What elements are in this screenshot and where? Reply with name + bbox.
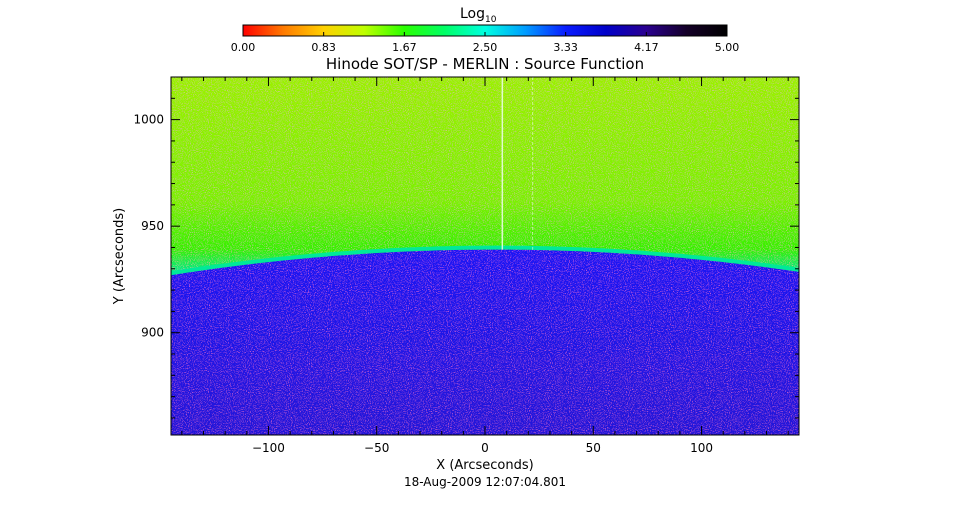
y-tick-label: 1000 <box>133 113 164 127</box>
artifact-lines <box>501 77 534 250</box>
plot-area <box>171 77 799 435</box>
x-tick-label: −50 <box>364 441 389 455</box>
x-tick-label: 50 <box>586 441 601 455</box>
colorbar-tick-label: 4.17 <box>634 41 659 54</box>
colorbar-tick-label: 5.00 <box>715 41 740 54</box>
colorbar-tick-label: 1.67 <box>392 41 417 54</box>
on-disk-region <box>171 249 799 435</box>
limb-band <box>171 245 799 276</box>
x-axis-label: X (Arcseconds) <box>436 458 533 473</box>
colorbar-tick-label: 0.83 <box>311 41 336 54</box>
y-tick-label: 950 <box>141 219 164 233</box>
colorbar-tick-label: 3.33 <box>553 41 578 54</box>
colorbar-title-subscript: 10 <box>485 15 497 25</box>
y-axis-label: Y (Arcseconds) <box>112 208 127 305</box>
colorbar-ticks: 0.00 0.83 1.67 2.50 3.33 4.17 5.00 <box>231 32 740 54</box>
x-tick-label: −100 <box>252 441 285 455</box>
y-axis-ticks: 900 950 1000 <box>133 76 799 419</box>
x-tick-label: 0 <box>481 441 489 455</box>
colorbar-title: Log10 <box>460 6 497 25</box>
x-tick-label: 100 <box>690 441 713 455</box>
colorbar-tick-label: 2.50 <box>473 41 498 54</box>
colorbar: Log10 0.00 0.83 1.67 2.50 3.33 4.17 5.00 <box>231 6 740 54</box>
chart-title: Hinode SOT/SP - MERLIN : Source Function <box>326 55 644 73</box>
timestamp: 18-Aug-2009 12:07:04.801 <box>404 475 566 489</box>
colorbar-tick-label: 0.00 <box>231 41 256 54</box>
x-axis-ticks: −100 −50 0 50 100 <box>181 77 789 455</box>
y-tick-label: 900 <box>141 326 164 340</box>
